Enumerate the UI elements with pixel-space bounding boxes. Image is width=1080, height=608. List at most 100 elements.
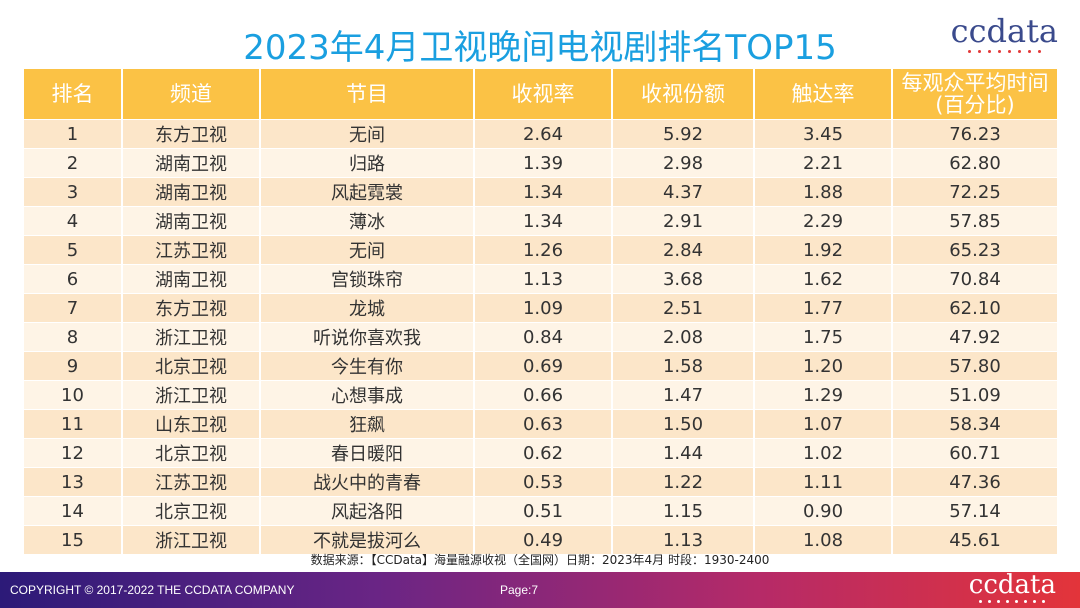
table-cell: 湖南卫视 [122,206,261,236]
table-cell: 57.80 [892,351,1057,381]
table-cell: 4.37 [612,177,755,207]
table-cell: 70.84 [892,264,1057,294]
table-cell: 57.14 [892,496,1057,526]
table-cell: 1.11 [754,467,893,497]
table-row: 13 江苏卫视 战火中的青春 0.53 1.22 1.11 47.36 [24,467,1057,497]
table-cell: 2.21 [754,148,893,178]
table-row: 12 北京卫视 春日暖阳 0.62 1.44 1.02 60.71 [24,438,1057,468]
page-title: 2023年4月卫视晚间电视剧排名TOP15 [243,28,837,68]
table-cell: 0.66 [474,380,613,410]
table-cell: 2.91 [612,206,755,236]
table-cell: 今生有你 [260,351,475,381]
table-cell: 47.92 [892,322,1057,352]
table-cell: 51.09 [892,380,1057,410]
table-cell: 江苏卫视 [122,235,261,265]
table-row: 7 东方卫视 龙城 1.09 2.51 1.77 62.10 [24,293,1057,323]
table-cell: 东方卫视 [122,119,261,149]
table-cell: 72.25 [892,177,1057,207]
table-cell: 5.92 [612,119,755,149]
logo-text: ccdata [950,12,1058,50]
table-cell: 13 [24,467,123,497]
table-cell: 战火中的青春 [260,467,475,497]
table-cell: 60.71 [892,438,1057,468]
table-cell: 5 [24,235,123,265]
table-cell: 1.77 [754,293,893,323]
table-row: 10 浙江卫视 心想事成 0.66 1.47 1.29 51.09 [24,380,1057,410]
table-cell: 无间 [260,119,475,149]
table-cell: 2.98 [612,148,755,178]
copyright-text: COPYRIGHT © 2017-2022 THE CCDATA COMPANY [10,583,295,597]
table-cell: 1.20 [754,351,893,381]
table-cell: 北京卫视 [122,438,261,468]
table-cell: 1.34 [474,177,613,207]
table-cell: 浙江卫视 [122,525,261,554]
table-cell: 0.49 [474,525,613,554]
table-cell: 1.58 [612,351,755,381]
footer-logo-dots [969,600,1056,603]
column-header: 频道 [122,69,261,120]
table-cell: 0.53 [474,467,613,497]
table-cell: 春日暖阳 [260,438,475,468]
table-cell: 1.07 [754,409,893,439]
table-cell: 1.13 [474,264,613,294]
table-row: 5 江苏卫视 无间 1.26 2.84 1.92 65.23 [24,235,1057,265]
table-cell: 1.62 [754,264,893,294]
table-cell: 2.84 [612,235,755,265]
table-cell: 3.68 [612,264,755,294]
table-cell: 62.80 [892,148,1057,178]
table-cell: 2.29 [754,206,893,236]
table-cell: 0.63 [474,409,613,439]
table-cell: 1.13 [612,525,755,554]
table-row: 9 北京卫视 今生有你 0.69 1.58 1.20 57.80 [24,351,1057,381]
table-cell: 1.22 [612,467,755,497]
table-cell: 山东卫视 [122,409,261,439]
table-cell: 1.34 [474,206,613,236]
table-cell: 龙城 [260,293,475,323]
table-cell: 0.90 [754,496,893,526]
column-header: 每观众平均时间 (百分比) [892,69,1057,120]
table-cell: 1.39 [474,148,613,178]
table-cell: 2.51 [612,293,755,323]
table-cell: 9 [24,351,123,381]
table-cell: 北京卫视 [122,496,261,526]
table-cell: 北京卫视 [122,351,261,381]
table-cell: 1.75 [754,322,893,352]
table-row: 8 浙江卫视 听说你喜欢我 0.84 2.08 1.75 47.92 [24,322,1057,352]
table-cell: 45.61 [892,525,1057,554]
table-row: 1 东方卫视 无间 2.64 5.92 3.45 76.23 [24,119,1057,149]
table-cell: 无间 [260,235,475,265]
table-row: 15 浙江卫视 不就是拔河么 0.49 1.13 1.08 45.61 [24,525,1057,554]
footer-logo: ccdata [969,570,1056,603]
table-cell: 1.02 [754,438,893,468]
table-cell: 10 [24,380,123,410]
data-source-note: 数据来源：【CCData】海量融源收视（全国网）日期：2023年4月 时段：19… [310,553,770,567]
table-cell: 1.08 [754,525,893,554]
table-cell: 薄冰 [260,206,475,236]
table-cell: 归路 [260,148,475,178]
table-cell: 不就是拔河么 [260,525,475,554]
table-cell: 湖南卫视 [122,148,261,178]
footer-bar: COPYRIGHT © 2017-2022 THE CCDATA COMPANY… [0,570,1080,608]
table-cell: 0.69 [474,351,613,381]
table-cell: 湖南卫视 [122,177,261,207]
table-cell: 62.10 [892,293,1057,323]
table-cell: 1.92 [754,235,893,265]
ccdata-logo: ccdata [951,14,1058,53]
table-cell: 58.34 [892,409,1057,439]
table-cell: 1.88 [754,177,893,207]
table-cell: 0.84 [474,322,613,352]
table-cell: 1.26 [474,235,613,265]
table-cell: 1.15 [612,496,755,526]
table-cell: 14 [24,496,123,526]
table-cell: 风起霓裳 [260,177,475,207]
table-cell: 1.44 [612,438,755,468]
table-cell: 8 [24,322,123,352]
column-header: 收视份额 [612,69,755,120]
table-cell: 4 [24,206,123,236]
table-cell: 12 [24,438,123,468]
table-row: 14 北京卫视 风起洛阳 0.51 1.15 0.90 57.14 [24,496,1057,526]
table-row: 3 湖南卫视 风起霓裳 1.34 4.37 1.88 72.25 [24,177,1057,207]
column-header: 节目 [260,69,475,120]
table-cell: 0.51 [474,496,613,526]
table-cell: 湖南卫视 [122,264,261,294]
